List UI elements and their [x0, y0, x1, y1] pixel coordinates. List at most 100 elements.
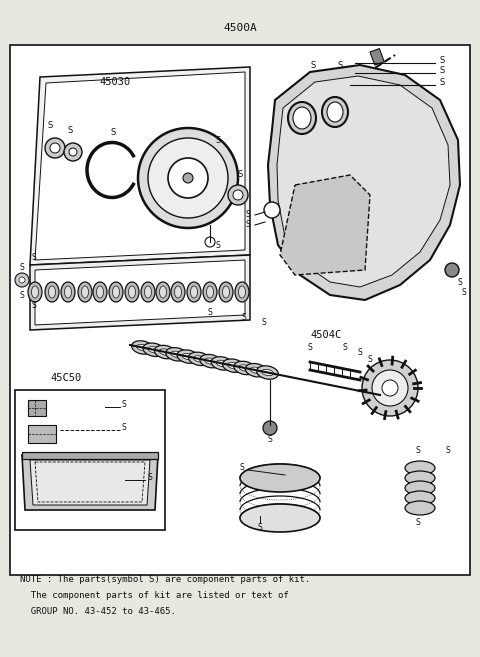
- Ellipse shape: [327, 102, 343, 122]
- Polygon shape: [35, 260, 245, 325]
- Ellipse shape: [405, 471, 435, 485]
- Text: S: S: [440, 56, 445, 65]
- Polygon shape: [280, 175, 370, 275]
- Ellipse shape: [189, 352, 210, 365]
- Bar: [28, 425, 56, 443]
- Ellipse shape: [78, 282, 92, 302]
- Text: S: S: [110, 128, 116, 137]
- Text: S: S: [208, 308, 212, 317]
- Ellipse shape: [228, 363, 240, 369]
- Ellipse shape: [239, 286, 245, 298]
- Text: S: S: [358, 348, 362, 357]
- Text: S: S: [67, 126, 72, 135]
- Ellipse shape: [262, 369, 274, 376]
- Text: S: S: [241, 313, 246, 322]
- Ellipse shape: [143, 343, 165, 357]
- Text: S: S: [246, 220, 251, 229]
- Text: S: S: [216, 136, 221, 145]
- Ellipse shape: [405, 461, 435, 475]
- Ellipse shape: [240, 504, 320, 532]
- Circle shape: [445, 263, 459, 277]
- Circle shape: [263, 421, 277, 435]
- Ellipse shape: [234, 361, 256, 374]
- Circle shape: [372, 370, 408, 406]
- Text: S: S: [246, 210, 251, 219]
- Circle shape: [138, 128, 238, 228]
- Text: S: S: [32, 301, 36, 310]
- Ellipse shape: [193, 355, 205, 362]
- Polygon shape: [30, 67, 250, 265]
- Ellipse shape: [219, 282, 233, 302]
- Circle shape: [264, 202, 280, 218]
- Bar: [15, 390, 165, 530]
- Circle shape: [233, 190, 243, 200]
- Text: S: S: [258, 523, 263, 532]
- Ellipse shape: [206, 286, 214, 298]
- Text: S: S: [440, 78, 445, 87]
- Ellipse shape: [144, 286, 152, 298]
- Text: 4504C: 4504C: [310, 330, 341, 340]
- Ellipse shape: [45, 282, 59, 302]
- Bar: [28, 400, 46, 416]
- Text: S: S: [238, 170, 242, 179]
- Ellipse shape: [109, 282, 123, 302]
- Text: S: S: [337, 61, 343, 70]
- Ellipse shape: [203, 282, 217, 302]
- Text: NOTE : The parts(symbol S) are component parts of kit.: NOTE : The parts(symbol S) are component…: [20, 576, 310, 585]
- Ellipse shape: [205, 358, 216, 364]
- Text: 45030: 45030: [99, 77, 131, 87]
- Text: S: S: [311, 61, 316, 70]
- Ellipse shape: [293, 107, 311, 129]
- Circle shape: [148, 138, 228, 218]
- Text: S: S: [20, 291, 24, 300]
- Polygon shape: [30, 460, 150, 505]
- Bar: [370, 49, 384, 65]
- Polygon shape: [30, 255, 250, 330]
- Text: S: S: [445, 446, 450, 455]
- Ellipse shape: [148, 347, 160, 353]
- Ellipse shape: [166, 348, 188, 361]
- Ellipse shape: [156, 282, 170, 302]
- Text: S: S: [462, 288, 467, 297]
- Ellipse shape: [250, 367, 262, 373]
- Ellipse shape: [405, 491, 435, 505]
- Ellipse shape: [257, 366, 278, 379]
- Ellipse shape: [245, 363, 267, 377]
- Ellipse shape: [32, 286, 38, 298]
- Ellipse shape: [405, 501, 435, 515]
- Text: S: S: [216, 241, 221, 250]
- Ellipse shape: [64, 286, 72, 298]
- Text: S: S: [308, 343, 312, 352]
- Ellipse shape: [191, 286, 197, 298]
- Text: S: S: [416, 518, 420, 527]
- Circle shape: [15, 273, 29, 287]
- Text: S: S: [32, 253, 36, 262]
- Ellipse shape: [28, 282, 42, 302]
- Circle shape: [19, 277, 25, 283]
- Circle shape: [64, 143, 82, 161]
- Ellipse shape: [200, 354, 222, 368]
- Circle shape: [228, 185, 248, 205]
- Circle shape: [45, 138, 65, 158]
- Ellipse shape: [177, 350, 199, 363]
- Circle shape: [50, 143, 60, 153]
- Ellipse shape: [82, 286, 88, 298]
- Ellipse shape: [112, 286, 120, 298]
- Ellipse shape: [159, 286, 167, 298]
- Text: S: S: [268, 435, 272, 444]
- Ellipse shape: [159, 349, 171, 355]
- Text: S: S: [343, 343, 348, 352]
- Ellipse shape: [216, 360, 228, 367]
- Text: S: S: [122, 423, 127, 432]
- Circle shape: [183, 173, 193, 183]
- Circle shape: [382, 380, 398, 396]
- Ellipse shape: [125, 282, 139, 302]
- Circle shape: [69, 148, 77, 156]
- Bar: [10, 45, 470, 575]
- Text: S: S: [368, 355, 372, 364]
- Ellipse shape: [182, 353, 194, 360]
- Polygon shape: [277, 76, 450, 287]
- Text: S: S: [458, 278, 463, 287]
- Text: S: S: [20, 263, 24, 272]
- Polygon shape: [268, 65, 460, 300]
